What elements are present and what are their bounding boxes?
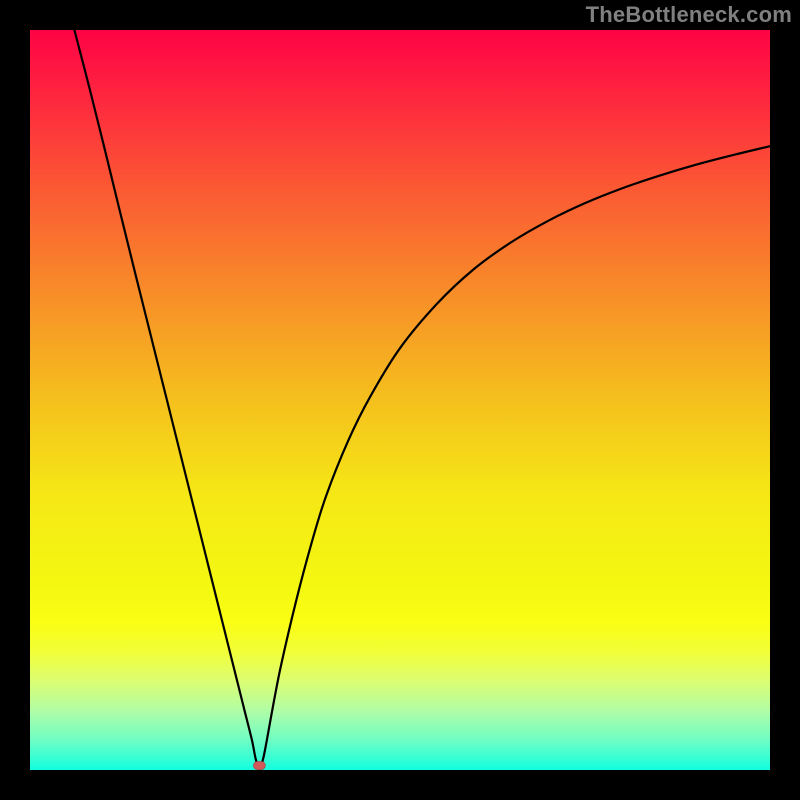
plot-background (30, 30, 770, 770)
chart-frame: TheBottleneck.com (0, 0, 800, 800)
watermark-text: TheBottleneck.com (586, 2, 792, 28)
bottleneck-chart (0, 0, 800, 800)
minimum-marker (253, 761, 265, 769)
